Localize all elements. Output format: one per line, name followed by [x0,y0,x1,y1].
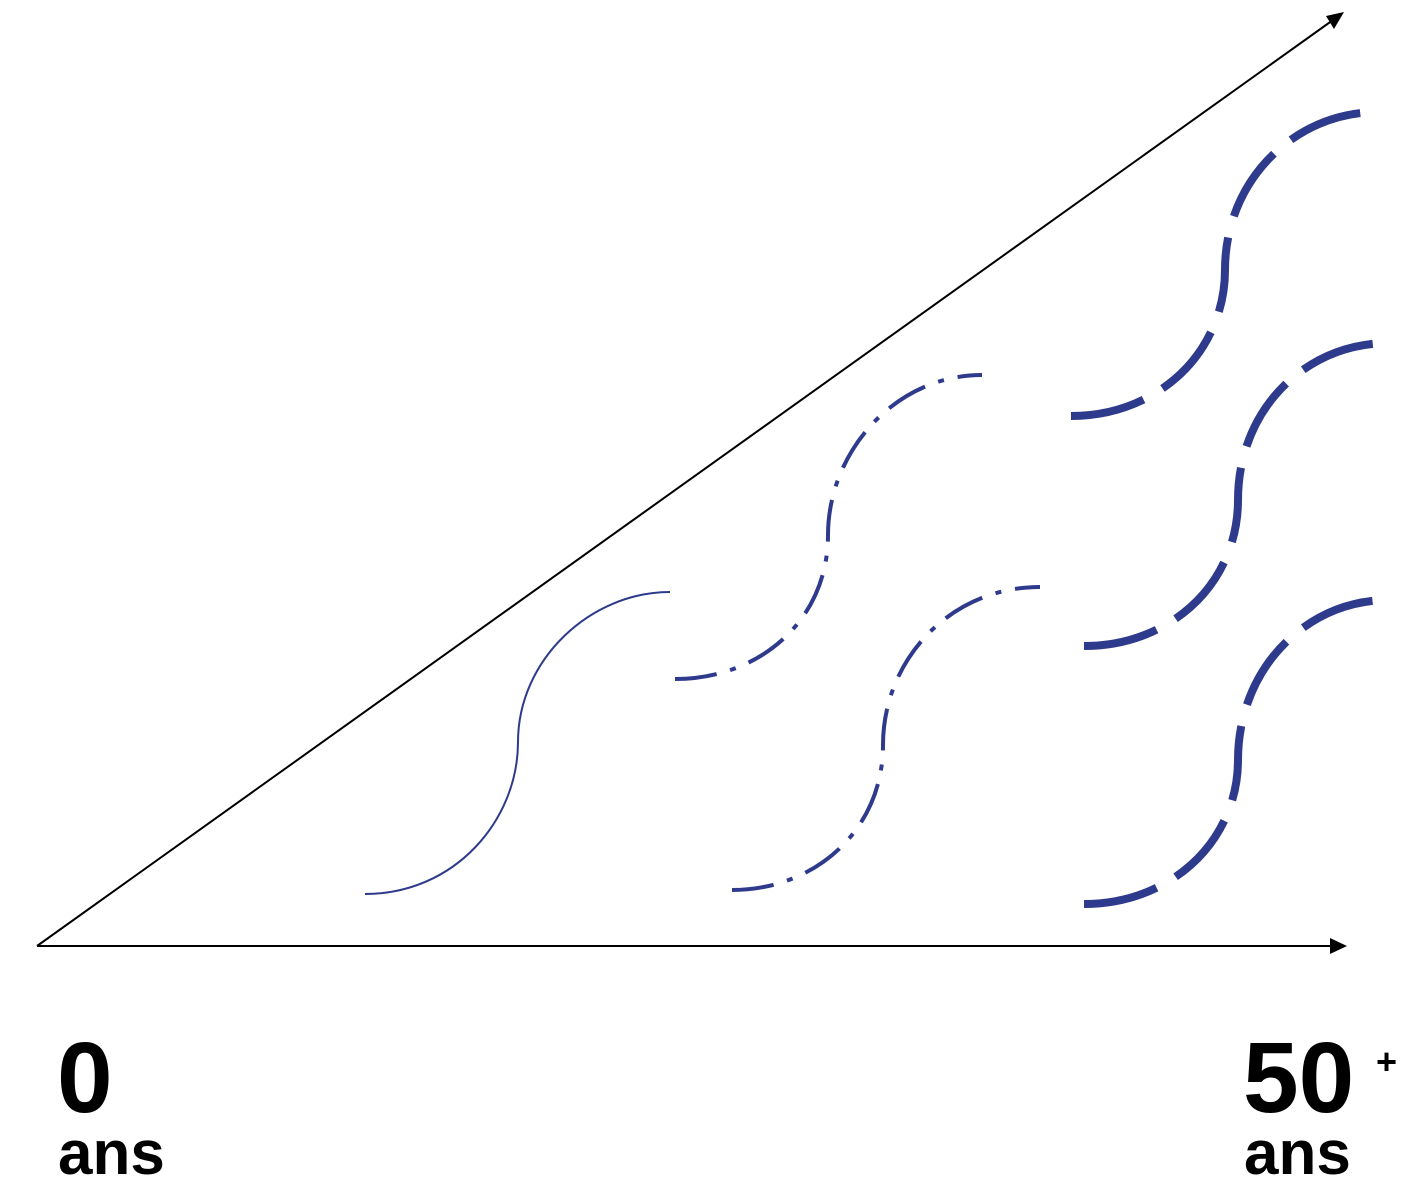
curve-stage-3-top [1070,108,1379,420]
start-age-unit: ans [58,1119,165,1182]
diagonal-axis-arrow-icon [1326,12,1344,29]
curve-stage-3-bottom [1083,596,1390,908]
curve-stage-1 [364,591,671,895]
end-age-value: 50 [1243,1022,1354,1134]
curve-stage-3-middle [1083,339,1390,650]
start-age-value: 0 [57,1022,113,1134]
diagonal-axis [36,19,1334,947]
horizontal-axis-arrow-icon [1330,938,1347,954]
end-age-superscript: + [1376,1041,1397,1082]
curve-stage-2-lower [731,585,1041,892]
end-age-unit: ans [1244,1119,1351,1182]
curve-stage-2-upper [674,373,983,681]
